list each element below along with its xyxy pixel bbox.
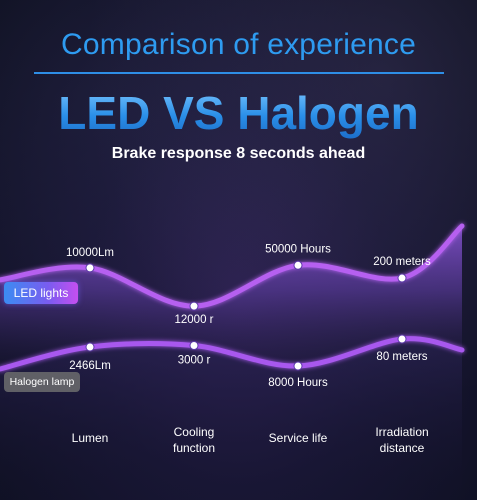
header-divider — [34, 72, 444, 74]
category-label-1: Lumen — [72, 431, 109, 445]
halogen-value-label-1: 2466Lm — [69, 360, 111, 372]
category-label-3: Service life — [269, 431, 328, 445]
halogen-point-1 — [85, 342, 95, 352]
led-point-1 — [85, 263, 95, 273]
halogen-value-label-4: 80 meters — [376, 351, 427, 363]
halogen-point-4 — [397, 334, 407, 344]
led-point-2 — [189, 301, 199, 311]
led-value-label-1: 10000Lm — [66, 247, 114, 259]
led-value-label-3: 50000 Hours — [265, 243, 331, 255]
main-title: LED VS Halogen — [0, 86, 477, 140]
led-value-label-4: 200 meters — [373, 256, 431, 268]
legend-led-lights: LED lights — [4, 282, 78, 304]
halogen-point-3 — [293, 361, 303, 371]
subtitle: Brake response 8 seconds ahead — [111, 145, 366, 162]
led-value-label-2: 12000 r — [174, 314, 213, 326]
halogen-value-label-2: 3000 r — [178, 355, 211, 367]
halogen-value-label-3: 8000 Hours — [268, 377, 328, 389]
halogen-point-2 — [189, 341, 199, 350]
halogen-area-fill — [0, 338, 462, 500]
led-point-4 — [397, 273, 407, 283]
led-point-3 — [293, 260, 303, 270]
category-label-2: Cooling function — [173, 425, 215, 455]
header-title: Comparison of experience — [61, 28, 416, 61]
category-label-4: Irradiation distance — [375, 425, 428, 455]
legend-halogen-lamp: Halogen lamp — [4, 372, 80, 392]
